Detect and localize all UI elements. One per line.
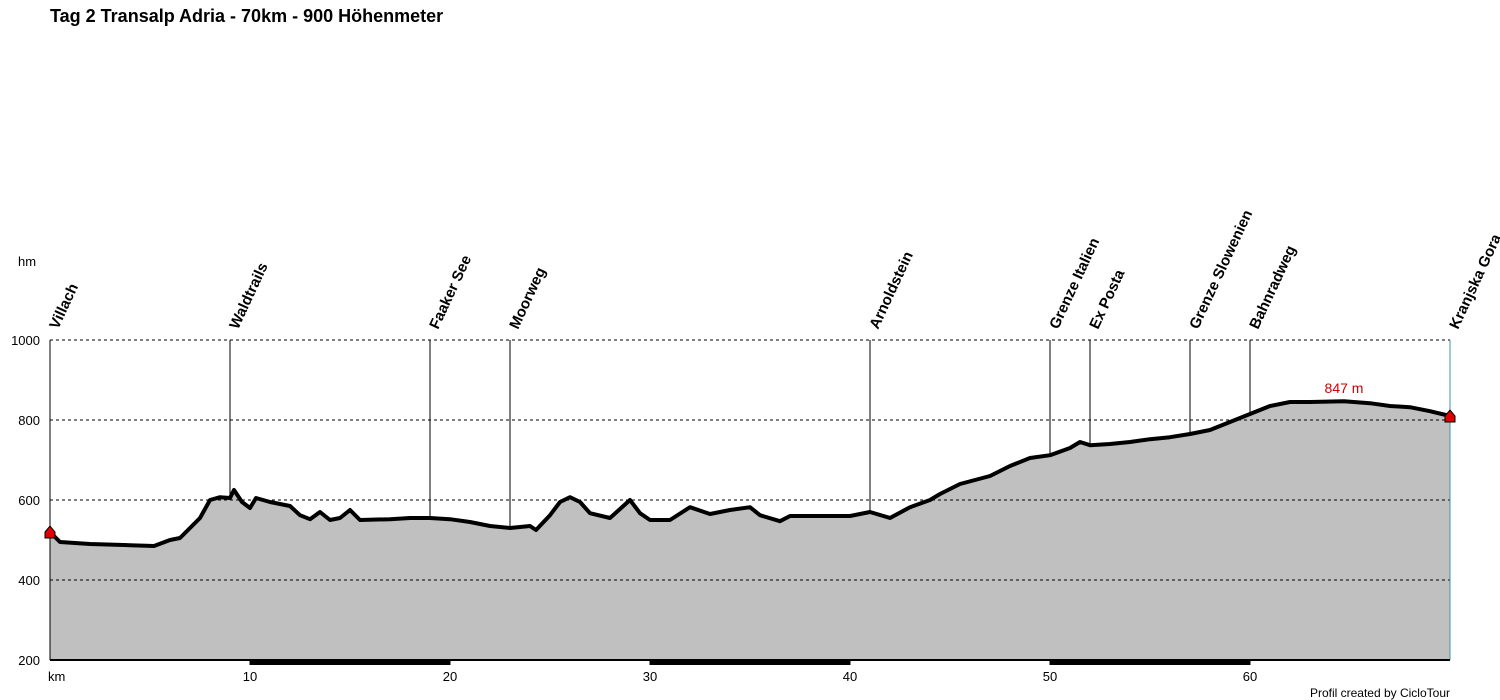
- waypoint-label: Faaker See: [426, 253, 475, 332]
- peak-annotation: 847 m: [1325, 380, 1364, 396]
- profile-line: [48, 399, 1451, 548]
- scale-bar: [1050, 660, 1250, 665]
- chart-title: Tag 2 Transalp Adria - 70km - 900 Höhenm…: [50, 6, 443, 26]
- y-tick-label: 1000: [11, 333, 40, 348]
- waypoint-label: Arnoldstein: [866, 249, 917, 332]
- waypoint-label: Ex Posta: [1086, 266, 1128, 331]
- end-marker: [44, 525, 56, 539]
- scale-bar: [250, 660, 450, 665]
- x-tick-label: 30: [643, 669, 657, 684]
- x-axis-label: km: [48, 669, 65, 684]
- end-marker: [1444, 409, 1456, 423]
- waypoint-label: Grenze Slowenien: [1186, 207, 1256, 331]
- y-axis-label: hm: [18, 254, 36, 269]
- waypoint-label: Bahnradweg: [1246, 243, 1299, 332]
- area-fill: [50, 401, 1450, 660]
- waypoint-label: Villach: [46, 281, 82, 332]
- waypoint-label: Kranjska Gora: [1446, 231, 1500, 332]
- y-tick-label: 200: [18, 653, 40, 668]
- x-tick-label: 20: [443, 669, 457, 684]
- waypoint-label: Moorweg: [506, 265, 549, 332]
- x-tick-label: 40: [843, 669, 857, 684]
- waypoint-label: Waldtrails: [226, 260, 271, 332]
- footer: Profil created by CicloTour: [1310, 686, 1450, 700]
- scale-bar: [650, 660, 850, 665]
- x-tick-label: 10: [243, 669, 257, 684]
- x-tick-label: 60: [1243, 669, 1257, 684]
- y-tick-label: 600: [18, 493, 40, 508]
- y-tick-label: 800: [18, 413, 40, 428]
- y-tick-label: 400: [18, 573, 40, 588]
- x-tick-label: 50: [1043, 669, 1057, 684]
